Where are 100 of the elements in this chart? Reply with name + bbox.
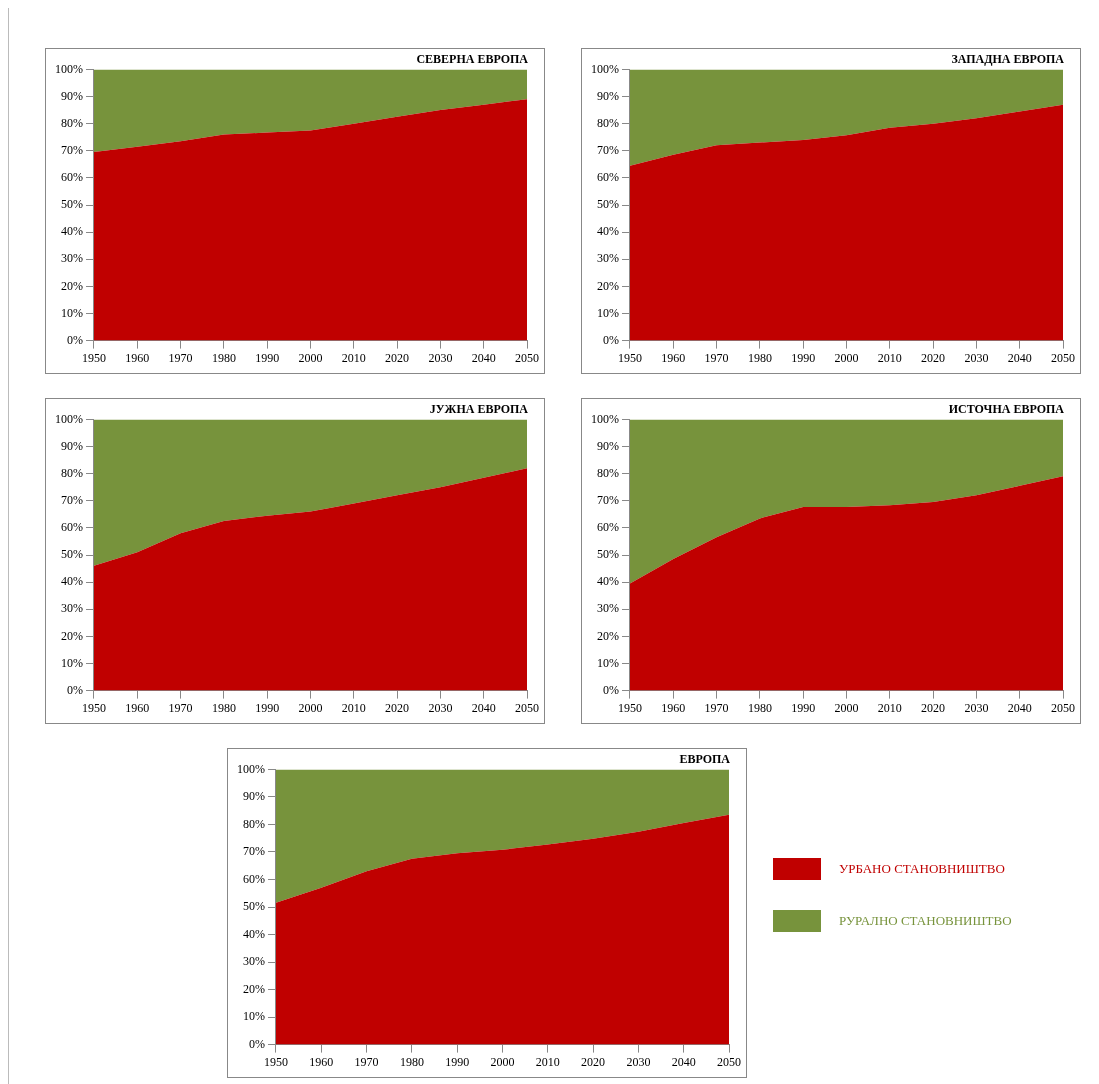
y-tick-label: 50%	[597, 197, 619, 212]
y-tick-label: 80%	[61, 115, 83, 130]
y-tick-label: 0%	[249, 1036, 265, 1051]
chart-title: ЈУЖНА ЕВРОПА	[429, 402, 529, 417]
x-tick-label: 1970	[168, 700, 193, 715]
x-tick-label: 2010	[341, 700, 366, 715]
legend-label: УРБАНО СТАНОВНИШТВО	[839, 861, 1005, 877]
y-tick-label: 70%	[597, 492, 619, 507]
y-tick-label: 100%	[55, 61, 83, 76]
x-tick-label: 1980	[747, 350, 772, 365]
x-tick-label: 2030	[964, 350, 989, 365]
y-tick-label: 0%	[67, 682, 83, 697]
x-tick-label: 1980	[211, 700, 236, 715]
x-tick-label: 2030	[964, 700, 989, 715]
y-tick-label: 90%	[61, 88, 83, 103]
y-tick-label: 90%	[61, 438, 83, 453]
x-tick-label: 2020	[581, 1054, 606, 1069]
y-tick-label: 20%	[243, 981, 265, 996]
y-tick-label: 10%	[597, 305, 619, 320]
y-tick-label: 40%	[597, 574, 619, 589]
y-tick-label: 90%	[597, 88, 619, 103]
x-tick-label: 2040	[471, 350, 496, 365]
x-tick-label: 1970	[354, 1054, 379, 1069]
y-tick-label: 50%	[597, 547, 619, 562]
x-tick-label: 1950	[82, 700, 106, 715]
x-tick-label: 2010	[877, 350, 902, 365]
x-tick-label: 2040	[471, 700, 496, 715]
y-tick-label: 80%	[597, 465, 619, 480]
x-tick-label: 2030	[626, 1054, 651, 1069]
y-tick-label: 50%	[61, 197, 83, 212]
chart-title: СЕВЕРНА ЕВРОПА	[416, 52, 529, 67]
y-tick-label: 80%	[597, 115, 619, 130]
x-tick-label: 1950	[618, 350, 642, 365]
x-tick-label: 1990	[255, 700, 280, 715]
x-tick-label: 2020	[385, 350, 410, 365]
y-tick-label: 70%	[61, 142, 83, 157]
x-tick-label: 2050	[1051, 700, 1075, 715]
x-tick-label: 1960	[661, 350, 686, 365]
y-tick-label: 20%	[597, 628, 619, 643]
y-tick-label: 50%	[61, 547, 83, 562]
x-tick-label: 1960	[125, 700, 150, 715]
y-tick-label: 10%	[243, 1009, 265, 1024]
y-tick-label: 30%	[61, 251, 83, 266]
y-tick-label: 60%	[243, 871, 265, 886]
y-tick-label: 60%	[597, 170, 619, 185]
y-tick-label: 10%	[597, 655, 619, 670]
y-tick-label: 40%	[61, 224, 83, 239]
x-tick-label: 2000	[298, 700, 323, 715]
y-tick-label: 50%	[243, 899, 265, 914]
y-tick-label: 40%	[243, 926, 265, 941]
y-tick-label: 0%	[67, 332, 83, 347]
y-tick-label: 0%	[603, 332, 619, 347]
x-tick-label: 1980	[747, 700, 772, 715]
x-tick-label: 1980	[211, 350, 236, 365]
x-tick-label: 1950	[618, 700, 642, 715]
y-tick-label: 70%	[61, 492, 83, 507]
x-tick-label: 1970	[704, 350, 729, 365]
y-tick-label: 90%	[597, 438, 619, 453]
x-tick-label: 1970	[168, 350, 193, 365]
x-tick-label: 2040	[1007, 700, 1032, 715]
x-tick-label: 1970	[704, 700, 729, 715]
y-tick-label: 20%	[61, 278, 83, 293]
y-tick-label: 80%	[243, 816, 265, 831]
chart-title: ЗАПАДНА ЕВРОПА	[951, 52, 1065, 67]
y-tick-label: 100%	[55, 411, 83, 426]
y-tick-label: 80%	[61, 465, 83, 480]
x-tick-label: 2050	[515, 350, 539, 365]
chart-title: ИСТОЧНА ЕВРОПА	[948, 402, 1065, 417]
x-tick-label: 1950	[82, 350, 106, 365]
x-tick-label: 2000	[834, 700, 859, 715]
y-tick-label: 90%	[243, 789, 265, 804]
x-tick-label: 1960	[125, 350, 150, 365]
y-tick-label: 30%	[597, 601, 619, 616]
x-tick-label: 2020	[385, 700, 410, 715]
x-tick-label: 1960	[309, 1054, 334, 1069]
x-tick-label: 1980	[399, 1054, 424, 1069]
x-tick-label: 2030	[428, 700, 453, 715]
x-tick-label: 2000	[834, 350, 859, 365]
y-tick-label: 100%	[591, 61, 619, 76]
y-tick-label: 60%	[597, 520, 619, 535]
x-tick-label: 2050	[1051, 350, 1075, 365]
x-tick-label: 2000	[298, 350, 323, 365]
y-tick-label: 70%	[597, 142, 619, 157]
x-tick-label: 2040	[1007, 350, 1032, 365]
x-tick-label: 1960	[661, 700, 686, 715]
y-tick-label: 100%	[591, 411, 619, 426]
chart-title: ЕВРОПА	[679, 752, 731, 767]
y-tick-label: 20%	[61, 628, 83, 643]
x-tick-label: 2020	[921, 700, 946, 715]
y-tick-label: 60%	[61, 520, 83, 535]
x-tick-label: 2040	[671, 1054, 696, 1069]
y-tick-label: 40%	[597, 224, 619, 239]
y-tick-label: 30%	[243, 954, 265, 969]
x-tick-label: 2050	[515, 700, 539, 715]
x-tick-label: 1990	[791, 700, 816, 715]
y-tick-label: 40%	[61, 574, 83, 589]
y-tick-label: 60%	[61, 170, 83, 185]
x-tick-label: 1990	[445, 1054, 470, 1069]
x-tick-label: 2010	[535, 1054, 560, 1069]
x-tick-label: 1990	[791, 350, 816, 365]
